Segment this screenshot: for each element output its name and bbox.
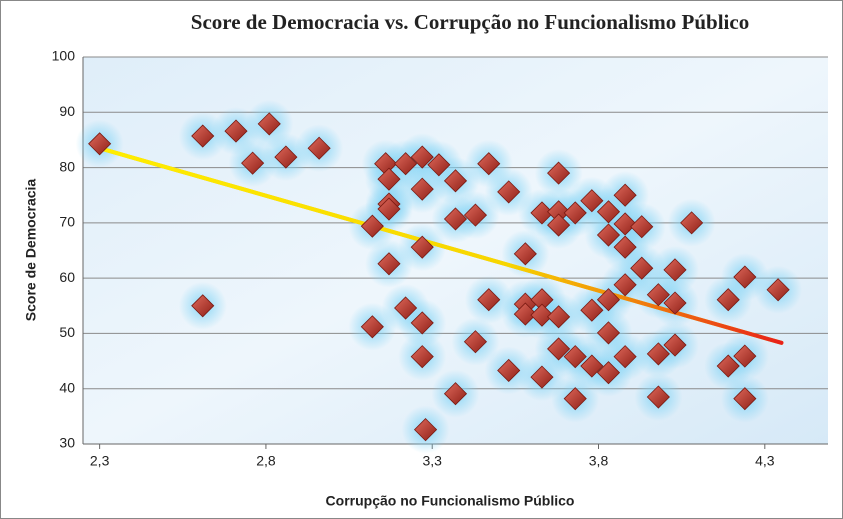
point [596,200,621,224]
point [394,296,418,320]
point [547,305,571,329]
y-axis-title: Score de Democracia [23,179,39,322]
trendline-overlay [97,146,784,345]
point [733,265,757,289]
point [596,223,621,247]
point [613,235,637,259]
y-tick-label: 40 [59,379,75,395]
y-tick-label: 30 [59,435,75,451]
point [224,119,248,143]
point [427,153,451,177]
point [410,145,434,169]
x-axis-title: Corrupção no Funcionalismo Público [326,493,575,509]
point [377,252,401,276]
point [191,124,215,148]
point [463,203,488,227]
point [414,418,438,442]
point [663,333,687,357]
point [580,298,604,322]
point [307,136,331,160]
y-tick-label: 100 [52,48,76,64]
point [377,167,401,191]
point [274,145,298,169]
point [596,321,621,345]
point [716,354,740,378]
point [394,152,418,176]
chart-title: Score de Democracia vs. Corrupção no Fun… [191,10,749,34]
point [646,385,670,409]
point [477,152,501,176]
x-tick-label: 4,3 [755,453,775,469]
y-tick-label: 80 [59,158,75,174]
point [630,256,654,280]
point [410,235,434,259]
point [443,382,468,406]
point [360,214,384,238]
point [513,242,537,266]
point [443,207,468,231]
point [596,288,621,312]
point [257,112,281,136]
point [646,283,670,307]
point [563,345,587,369]
point [630,215,654,239]
point [766,278,790,302]
point [613,183,637,207]
point [547,337,571,361]
point [596,361,621,385]
point [497,358,521,383]
point [716,288,740,312]
point [663,291,687,315]
point [530,201,554,225]
point [360,315,384,339]
point [663,258,687,282]
point [88,132,112,156]
point [613,345,637,369]
point [547,213,571,237]
x-tick-label: 3,3 [422,453,442,469]
point [613,273,637,297]
point [580,189,604,213]
x-tick-label: 2,3 [90,453,110,469]
point [733,344,757,368]
y-tick-label: 60 [59,269,75,285]
point [563,387,587,411]
point [443,169,468,193]
point [530,365,554,389]
point [410,311,434,335]
point [477,288,501,312]
point [563,201,587,225]
point [410,345,434,369]
x-tick-label: 2,8 [256,453,276,469]
x-tick-label: 3,8 [589,453,609,469]
point [241,151,265,175]
point [513,302,537,326]
point [530,303,554,327]
point [580,354,604,378]
y-tick-label: 50 [59,324,75,340]
point [613,212,637,236]
point [680,211,704,235]
point [191,294,215,318]
point [377,197,401,221]
point [733,387,757,411]
point [547,161,571,185]
y-tick-label: 90 [59,103,75,119]
y-tick-label: 70 [59,214,75,230]
point [410,177,434,201]
point [646,342,670,366]
point [497,180,521,204]
point [463,330,488,354]
